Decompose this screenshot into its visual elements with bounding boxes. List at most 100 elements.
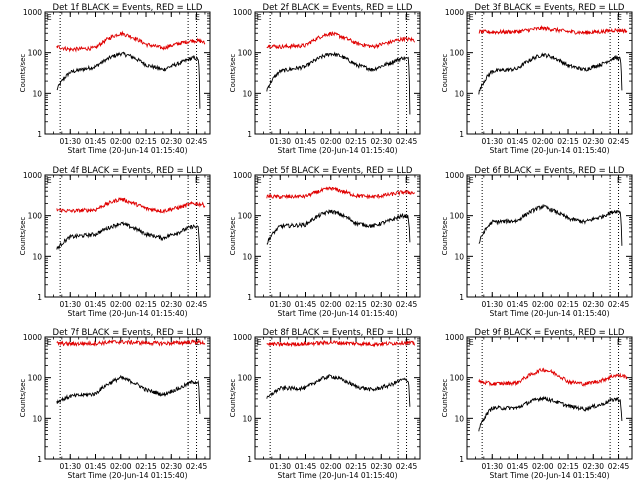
lld-series-line [56, 30, 206, 53]
x-tick-label: 02:15 [345, 462, 367, 471]
lld-series-line [266, 186, 416, 200]
events-series-line [266, 209, 411, 245]
x-tick-label: 01:45 [85, 300, 107, 309]
e-marker-label: E [469, 13, 474, 22]
x-tick-label: 01:45 [85, 137, 107, 146]
x-tick-label: 02:15 [135, 300, 157, 309]
x-tick-label: 01:45 [85, 462, 107, 471]
x-tick-label: 01:30 [269, 300, 291, 309]
x-tick-label: 01:30 [269, 137, 291, 146]
x-tick-label: 02:45 [396, 137, 418, 146]
y-tick-label: 1000 [23, 333, 42, 342]
x-tick-label: 02:45 [608, 137, 630, 146]
x-tick-label: 02:45 [396, 300, 418, 309]
y-tick-label: 1000 [445, 8, 464, 17]
x-tick-label: 02:15 [557, 137, 579, 146]
events-series-line [266, 374, 411, 407]
x-axis-label: Start Time (20-Jun-14 01:15:40) [68, 146, 188, 155]
y-tick-label: 1 [459, 293, 464, 302]
x-tick-label: 02:45 [608, 462, 630, 471]
e-marker-label: E [195, 176, 200, 185]
y-tick-label: 100 [238, 49, 253, 58]
y-tick-label: 100 [238, 212, 253, 221]
panel-det-2: Det 2f BLACK = Events, RED = LLD 1 10 100 10… [229, 3, 421, 155]
y-tick-label: 100 [238, 374, 253, 383]
lld-series-line [56, 197, 206, 215]
plot-frame [466, 336, 633, 460]
panel-title: Det 1f BLACK = Events, RED = LLD [53, 3, 203, 13]
lld-series-line [478, 367, 628, 388]
x-tick-label: 01:45 [507, 462, 529, 471]
y-tick-label: 1000 [233, 8, 252, 17]
x-tick-label: 01:30 [269, 462, 291, 471]
x-tick-label: 01:45 [295, 137, 317, 146]
x-tick-label: 01:45 [295, 300, 317, 309]
lld-series-line [266, 339, 416, 348]
x-axis-label: Start Time (20-Jun-14 01:15:40) [490, 309, 610, 318]
x-tick-label: 02:15 [345, 137, 367, 146]
x-axis-label: Start Time (20-Jun-14 01:15:40) [278, 146, 398, 155]
plot-frame [466, 11, 633, 135]
y-tick-label: 1 [37, 455, 42, 464]
e-marker-label: E [405, 13, 410, 22]
panel-det-1: Det 1f BLACK = Events, RED = LLD 1 10 100 10… [19, 3, 211, 155]
y-tick-label: 1000 [445, 171, 464, 180]
x-tick-label: 02:00 [110, 300, 132, 309]
panel-title: Det 2f BLACK = Events, RED = LLD [263, 3, 413, 13]
y-axis-label: Counts/sec [229, 54, 237, 93]
e-marker-label: E [257, 176, 262, 185]
x-tick-label: 01:45 [295, 462, 317, 471]
x-tick-label: 02:45 [186, 300, 208, 309]
x-tick-label: 02:00 [320, 462, 342, 471]
x-tick-label: 02:15 [135, 137, 157, 146]
x-tick-label: 01:45 [507, 300, 529, 309]
x-tick-label: 02:30 [582, 300, 604, 309]
x-axis-label: Start Time (20-Jun-14 01:15:40) [490, 471, 610, 480]
x-tick-label: 02:30 [160, 462, 182, 471]
y-tick-label: 10 [242, 414, 252, 423]
y-tick-label: 100 [28, 49, 43, 58]
y-tick-label: 10 [454, 414, 464, 423]
x-tick-label: 02:15 [135, 462, 157, 471]
x-tick-label: 01:30 [481, 137, 503, 146]
x-tick-label: 02:00 [532, 462, 554, 471]
y-tick-label: 1 [247, 293, 252, 302]
x-axis-label: Start Time (20-Jun-14 01:15:40) [278, 309, 398, 318]
lld-series-line [478, 24, 628, 36]
e-marker-label: E [469, 338, 474, 347]
y-tick-label: 10 [454, 252, 464, 261]
y-tick-label: 1000 [23, 171, 42, 180]
y-tick-label: 100 [450, 212, 465, 221]
y-tick-label: 10 [32, 89, 42, 98]
plot-frame [44, 174, 211, 298]
x-tick-label: 01:45 [507, 137, 529, 146]
e-marker-label: E [469, 176, 474, 185]
plot-frame [44, 11, 211, 135]
x-tick-label: 02:30 [582, 462, 604, 471]
panel-title: Det 5f BLACK = Events, RED = LLD [263, 166, 413, 176]
x-tick-label: 02:30 [370, 137, 392, 146]
events-series-line [266, 51, 411, 115]
y-axis-label: Counts/sec [441, 217, 449, 256]
panel-det-6: Det 6f BLACK = Events, RED = LLD 1 10 100 10… [441, 166, 633, 318]
y-tick-label: 1 [459, 130, 464, 139]
y-axis-label: Counts/sec [441, 54, 449, 93]
x-tick-label: 02:45 [608, 300, 630, 309]
panel-title: Det 8f BLACK = Events, RED = LLD [263, 328, 413, 338]
y-axis-label: Counts/sec [441, 379, 449, 418]
e-marker-label: E [257, 338, 262, 347]
y-tick-label: 100 [28, 374, 43, 383]
y-tick-label: 1000 [23, 8, 42, 17]
panel-title: Det 7f BLACK = Events, RED = LLD [53, 328, 203, 338]
lld-series-line [266, 31, 416, 50]
y-tick-label: 10 [32, 414, 42, 423]
panel-det-5: Det 5f BLACK = Events, RED = LLD 1 10 100 10… [229, 166, 421, 318]
y-axis-label: Counts/sec [19, 379, 27, 418]
x-axis-label: Start Time (20-Jun-14 01:15:40) [68, 309, 188, 318]
y-tick-label: 10 [32, 252, 42, 261]
x-tick-label: 02:30 [582, 137, 604, 146]
y-tick-label: 1000 [445, 333, 464, 342]
panel-det-7: Det 7f BLACK = Events, RED = LLD 1 10 100 10… [19, 328, 211, 480]
e-marker-label: E [617, 13, 622, 22]
x-tick-label: 02:00 [532, 137, 554, 146]
